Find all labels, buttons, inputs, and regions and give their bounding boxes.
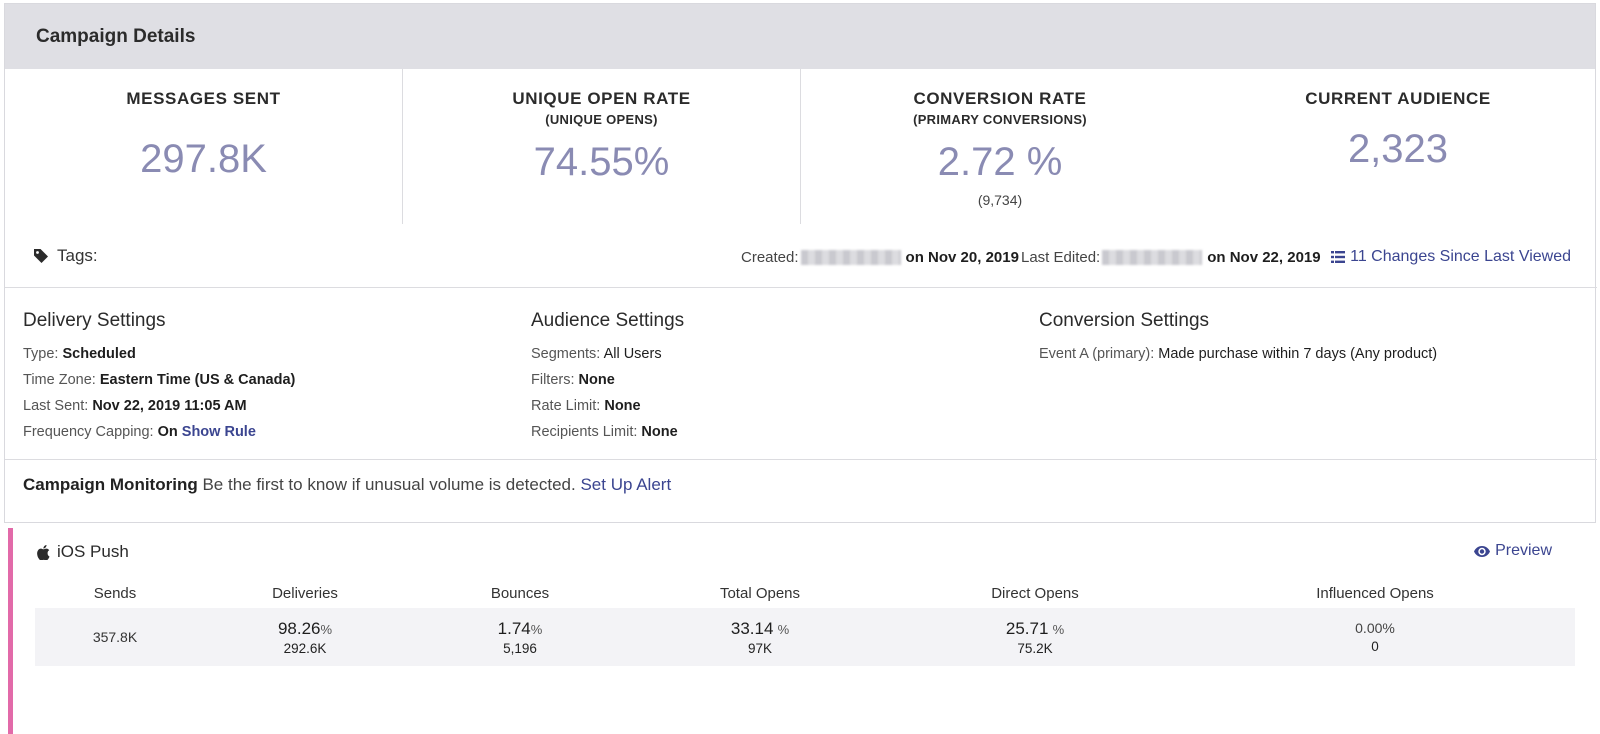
- conversion-settings-title: Conversion Settings: [1039, 310, 1210, 331]
- push-title: iOS Push: [37, 542, 129, 562]
- edited-label: Last Edited:: [1021, 249, 1101, 266]
- stat-value: 2,323: [1347, 127, 1449, 171]
- edited-info: Last Edited: on Nov 22, 2019: [1021, 249, 1321, 266]
- stat-value: 74.55%: [533, 140, 670, 184]
- monitoring-title: Campaign Monitoring: [23, 475, 198, 494]
- stat-conversion-rate: CONVERSION RATE (PRIMARY CONVERSIONS) 2.…: [801, 69, 1199, 224]
- col-bounces: Bounces: [490, 584, 550, 602]
- redacted-editor: [1102, 250, 1203, 265]
- col-sends: Sends: [93, 584, 137, 602]
- stats-row: MESSAGES SENT 297.8K UNIQUE OPEN RATE (U…: [5, 69, 1597, 224]
- stat-label: CONVERSION RATE: [913, 89, 1087, 108]
- audience-settings-title: Audience Settings: [531, 310, 685, 331]
- delivery-settings: Delivery Settings Type: Scheduled Time Z…: [23, 310, 295, 448]
- delivery-type: Type: Scheduled: [23, 346, 136, 362]
- table-row: 357.8K 98.26% 292.6K 1.74% 5,196 33.14 %…: [35, 608, 1575, 666]
- stat-note: (9,734): [977, 192, 1023, 208]
- col-influenced-opens: Influenced Opens: [1316, 584, 1434, 602]
- push-title-label: iOS Push: [57, 542, 129, 561]
- created-info: Created: on Nov 20, 2019: [741, 249, 1019, 266]
- panel-title: Campaign Details: [36, 25, 196, 47]
- created-date: on Nov 20, 2019: [905, 249, 1019, 266]
- stat-unique-open-rate: UNIQUE OPEN RATE (UNIQUE OPENS) 74.55%: [403, 69, 801, 224]
- stat-value: 2.72 %: [937, 140, 1063, 184]
- campaign-monitoring: Campaign Monitoring Be the first to know…: [23, 475, 671, 495]
- audience-settings: Audience Settings Segments: All Users Fi…: [531, 310, 684, 448]
- cell-direct-opens: 25.71 % 75.2K: [1005, 618, 1065, 656]
- cell-sends: 357.8K: [92, 628, 138, 645]
- push-stats-table: Sends Deliveries Bounces Total Opens Dir…: [35, 578, 1575, 666]
- col-direct-opens: Direct Opens: [991, 584, 1079, 602]
- audience-recipients-limit: Recipients Limit: None: [531, 424, 678, 440]
- stat-current-audience: CURRENT AUDIENCE 2,323: [1199, 69, 1597, 224]
- edited-date: on Nov 22, 2019: [1207, 249, 1321, 266]
- apple-icon: [37, 544, 50, 560]
- preview-button[interactable]: Preview: [1474, 542, 1552, 560]
- created-label: Created:: [741, 249, 799, 266]
- conversion-settings: Conversion Settings Event A (primary): M…: [1039, 310, 1437, 370]
- audience-segments: Segments: All Users: [531, 346, 662, 362]
- eye-icon: [1474, 545, 1491, 557]
- conversion-event: Event A (primary): Made purchase within …: [1039, 346, 1438, 362]
- delivery-settings-title: Delivery Settings: [23, 310, 166, 331]
- redacted-creator: [800, 250, 901, 265]
- stat-sub: (UNIQUE OPENS): [545, 112, 658, 127]
- stat-label: UNIQUE OPEN RATE: [512, 89, 691, 108]
- cell-bounces: 1.74% 5,196: [497, 618, 543, 656]
- audience-filters: Filters: None: [531, 372, 615, 388]
- changes-link-label: 11 Changes Since Last Viewed: [1350, 248, 1571, 265]
- cell-total-opens: 33.14 % 97K: [730, 618, 790, 656]
- stat-label: CURRENT AUDIENCE: [1305, 89, 1491, 108]
- tag-icon: [34, 249, 48, 263]
- col-total-opens: Total Opens: [719, 584, 801, 602]
- panel-header: Campaign Details: [5, 4, 1595, 69]
- list-icon: [1331, 251, 1346, 263]
- stat-value: 297.8K: [140, 137, 267, 181]
- delivery-timezone: Time Zone: Eastern Time (US & Canada): [23, 372, 296, 388]
- campaign-details-panel: Campaign Details MESSAGES SENT 297.8K UN…: [4, 3, 1597, 523]
- stat-messages-sent: MESSAGES SENT 297.8K: [5, 69, 403, 224]
- show-rule-link[interactable]: Show Rule: [181, 424, 256, 440]
- tags-label: Tags:: [57, 246, 98, 265]
- cell-deliveries: 98.26% 292.6K: [277, 618, 333, 656]
- delivery-last-sent: Last Sent: Nov 22, 2019 11:05 AM: [23, 398, 247, 414]
- audience-rate-limit: Rate Limit: None: [531, 398, 641, 414]
- delivery-frequency-capping: Frequency Capping: On Show Rule: [23, 424, 256, 440]
- set-up-alert-link[interactable]: Set Up Alert: [580, 475, 672, 494]
- stat-label: MESSAGES SENT: [126, 89, 281, 108]
- tags-meta-row: Tags: Created: on Nov 20, 2019 Last Edit…: [5, 224, 1597, 288]
- settings-section: Delivery Settings Type: Scheduled Time Z…: [5, 288, 1597, 460]
- table-header: Sends Deliveries Bounces Total Opens Dir…: [35, 578, 1575, 608]
- monitoring-text: Be the first to know if unusual volume i…: [202, 475, 576, 494]
- ios-push-section: iOS Push Preview Sends Deliveries Bounce…: [8, 528, 1596, 734]
- col-deliveries: Deliveries: [272, 584, 338, 602]
- stat-sub: (PRIMARY CONVERSIONS): [913, 112, 1087, 127]
- preview-label: Preview: [1495, 542, 1552, 559]
- tags[interactable]: Tags:: [33, 246, 98, 266]
- cell-influenced-opens: 0.00% 0: [1355, 620, 1395, 654]
- changes-link[interactable]: 11 Changes Since Last Viewed: [1331, 248, 1571, 266]
